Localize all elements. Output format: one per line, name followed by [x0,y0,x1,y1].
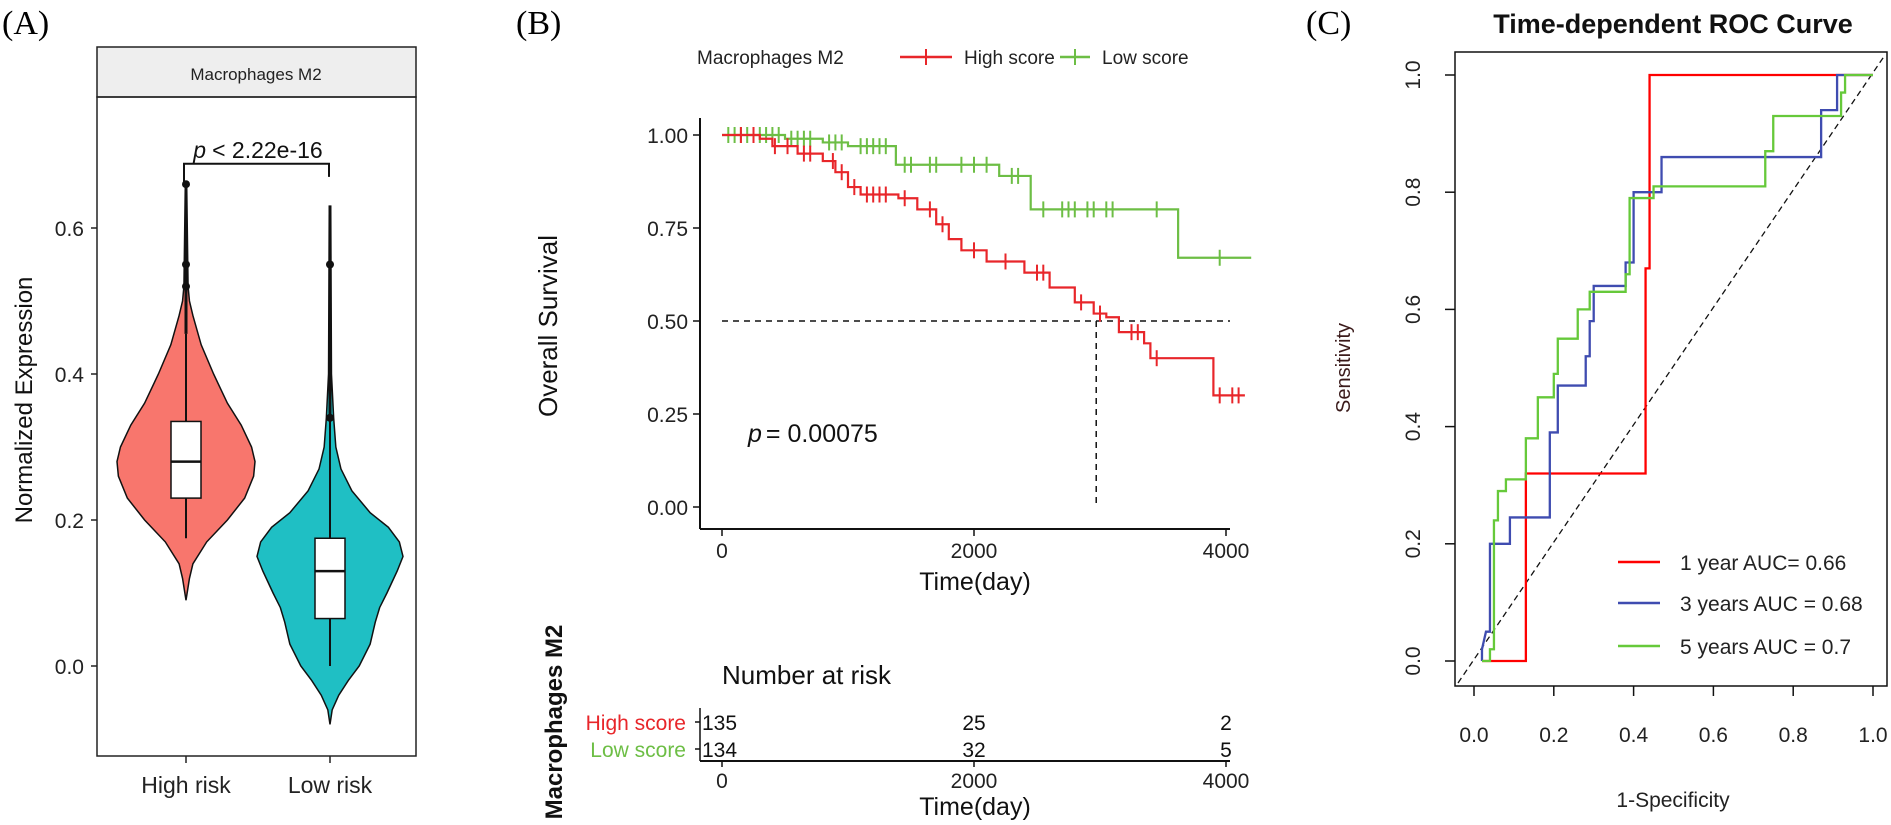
y-tick-label: 0.2 [55,510,84,533]
risk-row-label: Low score [590,739,686,762]
survival-curve-high-score [722,133,1245,397]
x-tick-label: 0 [716,540,728,563]
box [314,537,346,620]
y-tick-label: 0.0 [1402,646,1425,675]
risk-count: 134 [702,739,737,762]
violin-chart: Macrophages M2 0.0 0.2 0.4 0.6 Normalized E… [11,46,417,798]
legend-label-high-score: High score [964,48,1055,69]
y-tick-label: 0.6 [1402,295,1425,324]
significance-bracket [183,162,330,185]
risk-count: 2 [1220,712,1232,735]
legend-label: 5 years AUC = 0.7 [1680,636,1851,659]
risk-x-tick-label: 0 [716,770,728,793]
legend-item-low-score: Low score [1060,48,1189,69]
roc-curve-2 [1480,73,1873,661]
y-axis-label: Normalized Expression [11,277,38,524]
roc-curve-1 [1481,73,1873,663]
p-value-annotation: p = 0.00075 [747,420,878,448]
y-tick-label: 0.25 [647,404,688,427]
diagonal-reference-line [1457,54,1886,684]
risk-table-y-label: Macrophages M2 [541,625,568,820]
risk-x-tick-label: 4000 [1203,770,1250,793]
panel-label-b: (B) [516,5,561,42]
y-tick-label: 0.0 [55,656,84,679]
risk-x-tick-label: 2000 [951,770,998,793]
y-axis-label: Overall Survival [533,235,563,417]
x-tick-label: 1.0 [1858,724,1887,747]
x-tick-label: 0.0 [1459,724,1488,747]
p-text: < 2.22e-16 [212,137,323,163]
p-symbol: p [192,137,206,163]
p-text: = 0.00075 [766,420,878,448]
risk-row-label: High score [586,712,686,735]
risk-count: 135 [702,712,737,735]
legend: 1 year AUC= 0.66 3 years AUC = 0.68 5 year… [1618,552,1863,659]
chart-title: Time-dependent ROC Curve [1493,9,1853,39]
x-axis-label: 1-Specificity [1616,789,1730,812]
y-tick-label: 1.00 [647,125,688,148]
box [170,420,202,499]
roc-curve-3 [1481,73,1873,663]
y-tick-label: 0.6 [55,218,84,241]
y-tick-label: 0.2 [1402,529,1425,558]
x-axis-label: Time(day) [919,568,1031,596]
risk-count: 25 [962,712,985,735]
x-tick-label: 0.2 [1539,724,1568,747]
legend-label: 3 years AUC = 0.68 [1680,593,1863,616]
risk-table-title: Number at risk [722,660,892,690]
y-axis-label: Sensitivity [1333,323,1355,413]
legend-label: 1 year AUC= 0.66 [1680,552,1846,575]
x-tick-label: 0.6 [1699,724,1728,747]
x-tick-label-high-risk: High risk [141,772,231,798]
legend-label-low-score: Low score [1102,48,1189,69]
y-tick-label: 0.50 [647,311,688,334]
y-tick-label: 1.0 [1402,60,1425,89]
y-tick-label: 0.00 [647,497,688,520]
risk-table-x-axis-label: Time(day) [919,793,1031,821]
x-tick-label: 0.4 [1619,724,1649,747]
plot-frame [1454,51,1888,687]
p-symbol: p [747,420,762,448]
kaplan-meier-chart: Macrophages M2 High score Low score 0.00… [533,48,1252,821]
roc-chart: Time-dependent ROC Curve 0.0 0.2 0.4 0.6 0.8… [1333,9,1888,812]
x-tick-label-low-risk: Low risk [288,772,373,798]
y-tick-label: 0.75 [647,218,688,241]
risk-count: 32 [962,739,985,762]
risk-count: 5 [1220,739,1232,762]
facet-strip-title: Macrophages M2 [190,65,321,84]
y-tick-label: 0.4 [1402,412,1425,442]
panel-label-a: (A) [2,5,49,42]
x-tick-label: 4000 [1203,540,1250,563]
x-tick-label: 0.8 [1779,724,1808,747]
facet-strip [96,46,417,98]
y-tick-label: 0.4 [55,364,85,387]
y-tick-label: 0.8 [1402,178,1425,207]
legend-item-high-score: High score [900,48,1055,69]
panel-label-c: (C) [1306,5,1351,42]
plot-frame [96,96,417,757]
legend-title: Macrophages M2 [697,48,844,69]
p-value-annotation: p < 2.22e-16 [192,137,322,163]
x-tick-label: 2000 [951,540,998,563]
